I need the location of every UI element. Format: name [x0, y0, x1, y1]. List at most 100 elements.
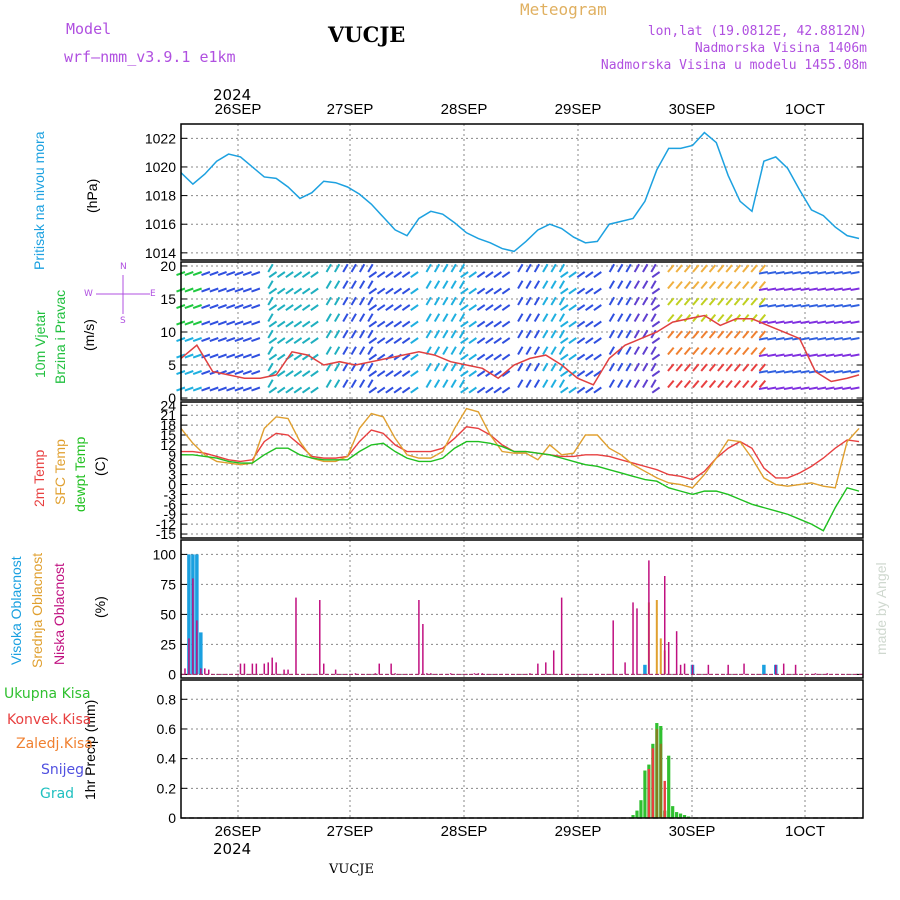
- precip-legend-snow: Snijeg: [41, 762, 85, 778]
- day-label-bottom: 29SEP: [555, 823, 602, 840]
- temp-tick-label: -12: [156, 516, 176, 532]
- cloud-high-bar: [643, 664, 647, 675]
- cloud-low-bar: [794, 664, 797, 675]
- precip-legend-total: Ukupna Kisa: [4, 686, 91, 702]
- precip-convective-bar: [647, 769, 651, 818]
- pressure-tick-label: 1014: [145, 245, 176, 261]
- cloud-low-bar: [545, 662, 547, 675]
- panel-frame-temp: [180, 401, 864, 539]
- temp-tick-label: 15: [160, 427, 176, 443]
- pressure-tick-label: 1018: [145, 188, 176, 204]
- temp-tick-label: 6: [168, 457, 176, 473]
- cloud-low-bar: [426, 673, 428, 675]
- cloud-low-bar: [449, 673, 452, 675]
- temp-tick-label: -6: [164, 496, 177, 512]
- wind-tick-label: 0: [168, 390, 176, 406]
- cloud-low-bar: [334, 669, 337, 675]
- cloud-low-bar: [775, 664, 777, 675]
- cloud-low-bar: [319, 600, 321, 675]
- model-label: Model: [66, 20, 112, 38]
- panel-frame-wind: [180, 261, 864, 401]
- cloud-low-bar: [200, 668, 202, 675]
- precip-tick-label: 0.2: [157, 780, 177, 796]
- panel-frame-cloud: [180, 539, 864, 679]
- cloud-high-bar: [762, 664, 766, 675]
- temp-tick-label: 21: [160, 407, 176, 423]
- day-label-bottom: 27SEP: [327, 823, 374, 840]
- precip-total-bar: [635, 810, 639, 818]
- cloud-low-bar: [354, 673, 357, 675]
- day-label-bottom: 1OCT: [785, 823, 825, 840]
- day-label-top: 28SEP: [441, 101, 488, 118]
- station-title: VUCJE: [328, 22, 406, 47]
- panel-frame-precip: [180, 679, 864, 819]
- wind-tick-label: 20: [160, 258, 176, 274]
- precip-frozen-bar: [655, 728, 659, 818]
- day-label-top: 30SEP: [669, 101, 716, 118]
- compass-s: S: [120, 316, 126, 326]
- pressure-tick-label: 1022: [145, 130, 176, 146]
- compass-w: W: [84, 289, 93, 299]
- cloud-tick-label: 50: [160, 606, 176, 622]
- temp-tick-label: -9: [164, 506, 177, 522]
- cloud-low-bar: [287, 669, 289, 675]
- cloud-low-bar: [477, 673, 480, 675]
- cloud-low-bar: [814, 673, 817, 675]
- compass-e: E: [150, 289, 156, 299]
- cloud-low-bar: [243, 663, 246, 675]
- precip-total-bar: [679, 813, 683, 818]
- cloud-low-bar: [208, 669, 210, 675]
- cloud-low-bar: [481, 673, 484, 675]
- cloud-low-bar: [394, 673, 396, 675]
- cloud-low-bar: [192, 578, 194, 675]
- day-label-bottom: 30SEP: [669, 823, 716, 840]
- meteogram-title: Meteogram: [520, 0, 607, 19]
- day-label-top: 26SEP: [215, 101, 262, 118]
- cloud-low-bar: [552, 650, 555, 675]
- cloud-low-bar: [390, 663, 392, 675]
- precip-frozen-bar: [659, 743, 663, 818]
- pressure-tick-label: 1020: [145, 159, 176, 175]
- cloud-low-bar: [271, 657, 273, 675]
- cloud-low-bar: [295, 597, 297, 675]
- precip-total-bar: [671, 806, 675, 818]
- lonlat-text: lon,lat (19.0812E, 42.8812N): [647, 24, 867, 39]
- temp-tick-label: 9: [168, 447, 176, 463]
- precip-tick-label: 0.8: [157, 691, 177, 707]
- precip-total-bar: [667, 755, 671, 818]
- temp-tick-label: 0: [168, 477, 176, 493]
- cloud-low-bar: [683, 663, 686, 675]
- precip-tick-label: 0.4: [157, 751, 177, 767]
- cloud-tick-label: 25: [160, 636, 176, 652]
- cloud-low-bar: [529, 673, 531, 675]
- cloud-high-bar: [199, 632, 203, 675]
- pressure-line: [180, 131, 860, 253]
- cloud-low-bar: [624, 662, 626, 675]
- year-top: 2024: [213, 86, 252, 104]
- cloud-low-bar: [632, 602, 634, 675]
- wind-speed-line: [180, 314, 860, 386]
- temp-tick-label: -3: [164, 486, 177, 502]
- cloud-low-bar: [636, 608, 638, 675]
- cloud-low-bar: [679, 664, 682, 675]
- precip-tick-label: 0: [168, 810, 176, 826]
- cloud-low-bar: [707, 664, 710, 675]
- temp-tick-label: 12: [160, 437, 176, 453]
- cloud-low-bar: [196, 620, 198, 675]
- cloud-low-bar: [691, 664, 694, 675]
- precip-convective-bar: [651, 748, 655, 818]
- cloud-low-bar: [473, 673, 476, 675]
- year-bottom: 2024: [213, 840, 252, 858]
- cloud-low-bar: [275, 662, 277, 675]
- precip-total-bar: [631, 815, 635, 818]
- cloud-low-bar: [263, 663, 266, 675]
- cloud-mid-bar: [659, 638, 662, 675]
- footer-station: VUCJE: [329, 862, 374, 877]
- cloud-low-bar: [184, 668, 186, 675]
- precip-legend-graupel: Grad: [40, 786, 75, 802]
- cloud-high-bar: [195, 554, 199, 675]
- precip-convective-bar: [663, 780, 666, 818]
- compass-rose: [96, 275, 150, 314]
- cloud-low-bar: [378, 663, 381, 675]
